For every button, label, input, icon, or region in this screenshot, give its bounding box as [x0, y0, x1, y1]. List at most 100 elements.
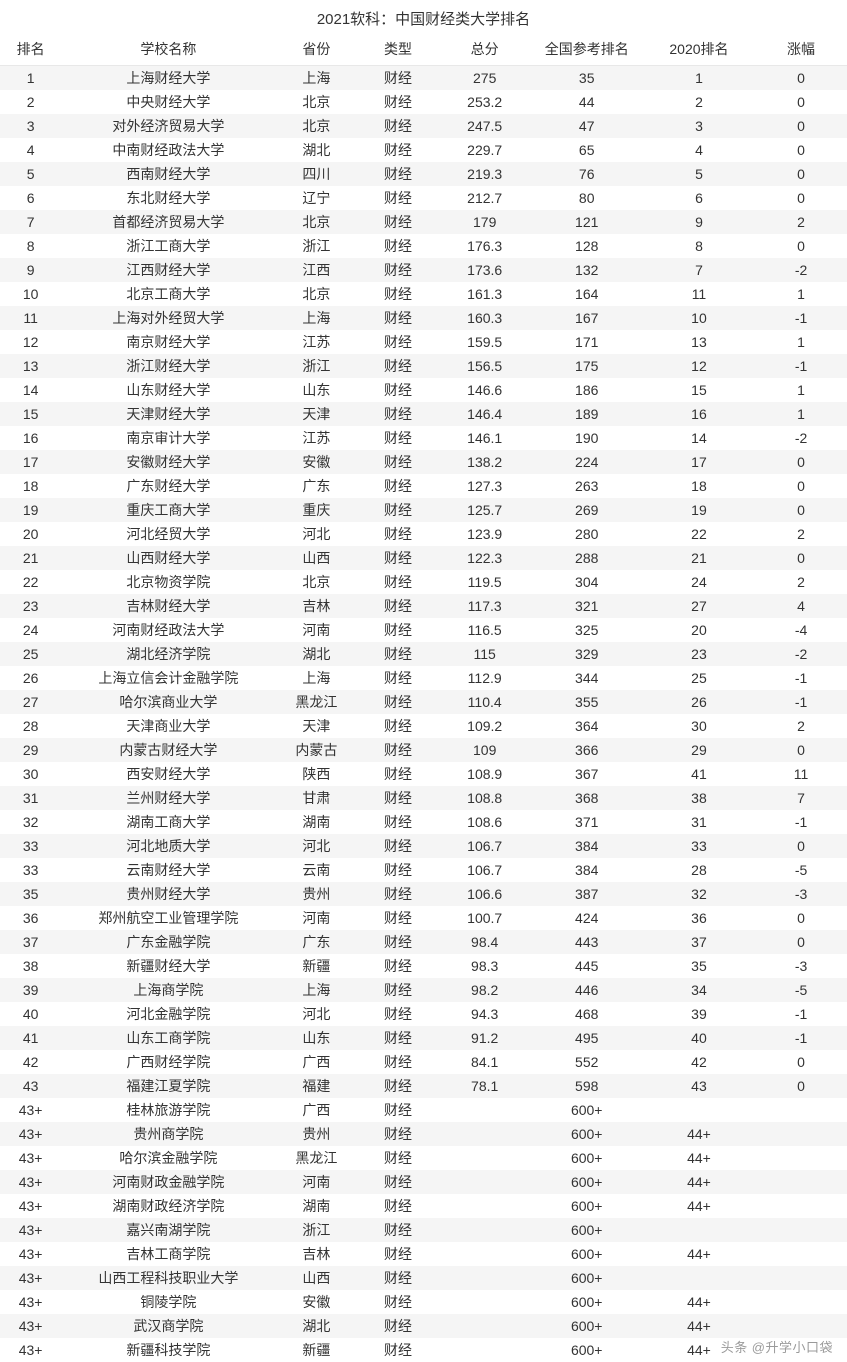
cell-type: 财经	[357, 690, 439, 714]
table-row: 43+嘉兴南湖学院浙江财经600+	[0, 1218, 847, 1242]
cell-name: 山西财经大学	[61, 546, 275, 570]
cell-change	[755, 1146, 847, 1170]
cell-type: 财经	[357, 546, 439, 570]
table-row: 6东北财经大学辽宁财经212.78060	[0, 186, 847, 210]
cell-change: 1	[755, 282, 847, 306]
cell-score: 78.1	[439, 1074, 531, 1098]
cell-prov: 浙江	[276, 354, 358, 378]
cell-change: -5	[755, 858, 847, 882]
cell-name: 上海对外经贸大学	[61, 306, 275, 330]
cell-natl: 495	[531, 1026, 643, 1050]
cell-natl: 47	[531, 114, 643, 138]
cell-score	[439, 1290, 531, 1314]
cell-score: 100.7	[439, 906, 531, 930]
cell-prov: 湖北	[276, 1314, 358, 1338]
cell-natl: 65	[531, 138, 643, 162]
table-row: 42广西财经学院广西财经84.1552420	[0, 1050, 847, 1074]
cell-rank: 43+	[0, 1242, 61, 1266]
cell-name: 湖南工商大学	[61, 810, 275, 834]
cell-name: 广东财经大学	[61, 474, 275, 498]
cell-type: 财经	[357, 450, 439, 474]
cell-change: 2	[755, 714, 847, 738]
cell-name: 河南财政金融学院	[61, 1170, 275, 1194]
cell-rank: 20	[0, 522, 61, 546]
cell-natl: 446	[531, 978, 643, 1002]
cell-natl: 445	[531, 954, 643, 978]
cell-change: -3	[755, 882, 847, 906]
cell-rank: 18	[0, 474, 61, 498]
cell-type: 财经	[357, 1026, 439, 1050]
cell-name: 福建江夏学院	[61, 1074, 275, 1098]
cell-prev: 38	[643, 786, 755, 810]
cell-type: 财经	[357, 330, 439, 354]
cell-name: 中央财经大学	[61, 90, 275, 114]
cell-name: 广东金融学院	[61, 930, 275, 954]
cell-type: 财经	[357, 1098, 439, 1122]
cell-rank: 42	[0, 1050, 61, 1074]
cell-rank: 43+	[0, 1218, 61, 1242]
cell-name: 新疆财经大学	[61, 954, 275, 978]
cell-score: 229.7	[439, 138, 531, 162]
cell-type: 财经	[357, 858, 439, 882]
cell-score	[439, 1122, 531, 1146]
cell-type: 财经	[357, 306, 439, 330]
cell-prev	[643, 1266, 755, 1290]
cell-prev: 27	[643, 594, 755, 618]
cell-prov: 天津	[276, 402, 358, 426]
table-row: 41山东工商学院山东财经91.249540-1	[0, 1026, 847, 1050]
table-row: 29内蒙古财经大学内蒙古财经109366290	[0, 738, 847, 762]
cell-natl: 44	[531, 90, 643, 114]
cell-score: 112.9	[439, 666, 531, 690]
cell-type: 财经	[357, 426, 439, 450]
cell-score: 115	[439, 642, 531, 666]
cell-change	[755, 1290, 847, 1314]
cell-score: 84.1	[439, 1050, 531, 1074]
cell-type: 财经	[357, 834, 439, 858]
cell-score: 212.7	[439, 186, 531, 210]
table-row: 37广东金融学院广东财经98.4443370	[0, 930, 847, 954]
cell-natl: 387	[531, 882, 643, 906]
cell-score: 138.2	[439, 450, 531, 474]
table-row: 43+哈尔滨金融学院黑龙江财经600+44+	[0, 1146, 847, 1170]
cell-change: -2	[755, 426, 847, 450]
table-row: 33云南财经大学云南财经106.738428-5	[0, 858, 847, 882]
cell-score: 108.8	[439, 786, 531, 810]
cell-prov: 安徽	[276, 1290, 358, 1314]
cell-prev: 44+	[643, 1194, 755, 1218]
cell-natl: 280	[531, 522, 643, 546]
cell-rank: 8	[0, 234, 61, 258]
cell-score	[439, 1338, 531, 1362]
table-row: 38新疆财经大学新疆财经98.344535-3	[0, 954, 847, 978]
cell-prev: 36	[643, 906, 755, 930]
cell-prov: 重庆	[276, 498, 358, 522]
cell-score: 98.2	[439, 978, 531, 1002]
cell-prev: 44+	[643, 1290, 755, 1314]
cell-natl: 600+	[531, 1218, 643, 1242]
cell-name: 安徽财经大学	[61, 450, 275, 474]
col-header-type: 类型	[357, 33, 439, 66]
cell-change: -1	[755, 354, 847, 378]
table-row: 31兰州财经大学甘肃财经108.8368387	[0, 786, 847, 810]
cell-change	[755, 1314, 847, 1338]
cell-name: 吉林财经大学	[61, 594, 275, 618]
cell-rank: 31	[0, 786, 61, 810]
cell-prev: 35	[643, 954, 755, 978]
cell-prov: 山西	[276, 546, 358, 570]
cell-prov: 广西	[276, 1050, 358, 1074]
cell-prev: 40	[643, 1026, 755, 1050]
cell-name: 吉林工商学院	[61, 1242, 275, 1266]
cell-prev: 44+	[643, 1242, 755, 1266]
cell-prev: 44+	[643, 1122, 755, 1146]
cell-prev: 44+	[643, 1338, 755, 1362]
cell-rank: 21	[0, 546, 61, 570]
col-header-prev: 2020排名	[643, 33, 755, 66]
cell-score: 176.3	[439, 234, 531, 258]
table-row: 3对外经济贸易大学北京财经247.54730	[0, 114, 847, 138]
cell-prov: 江苏	[276, 426, 358, 450]
col-header-change: 涨幅	[755, 33, 847, 66]
cell-name: 嘉兴南湖学院	[61, 1218, 275, 1242]
cell-type: 财经	[357, 114, 439, 138]
table-row: 43+贵州商学院贵州财经600+44+	[0, 1122, 847, 1146]
cell-rank: 33	[0, 858, 61, 882]
cell-natl: 600+	[531, 1146, 643, 1170]
